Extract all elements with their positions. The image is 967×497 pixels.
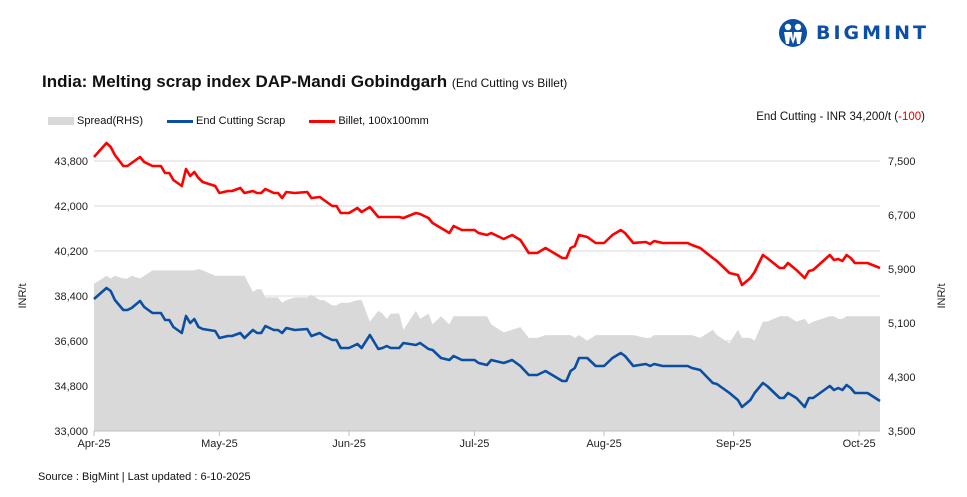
legend: Spread(RHS) End Cutting Scrap Billet, 10… (48, 115, 453, 127)
y-tick-label-right: 7,500 (888, 156, 916, 168)
billet-line (93, 141, 881, 287)
latest-price-note: End Cutting - INR 34,200/t (-100) (756, 111, 925, 123)
y-axis-right-label: INR/t (936, 283, 948, 308)
x-tick-label: Jun-25 (332, 438, 366, 450)
spread-area-layer (94, 269, 880, 431)
latest-price-suffix: ) (921, 111, 925, 123)
latest-price-text: End Cutting - INR 34,200/t ( (756, 111, 899, 123)
legend-item-spread: Spread(RHS) (48, 115, 143, 127)
y-tick-label-left: 33,000 (54, 426, 88, 438)
y-tick-label-right: 6,700 (888, 210, 916, 222)
brand-name: BIGMINT (816, 22, 929, 44)
spread-area (94, 269, 880, 431)
legend-item-scrap: End Cutting Scrap (167, 115, 285, 127)
x-tick-label: Sep-25 (716, 438, 751, 450)
y-tick-label-right: 5,100 (888, 318, 916, 330)
y-axis-left-label: INR/t (17, 283, 29, 308)
legend-swatch-spread (48, 117, 74, 125)
x-tick-label: Jul-25 (459, 438, 489, 450)
x-tick-label: Apr-25 (77, 438, 110, 450)
y-tick-label-left: 34,800 (54, 381, 88, 393)
chart-title-sub: (End Cutting vs Billet) (451, 76, 568, 90)
series-lines-layer (93, 141, 881, 409)
legend-label-scrap: End Cutting Scrap (196, 115, 286, 127)
y-tick-label-left: 38,400 (54, 291, 88, 303)
y-tick-label-left: 42,000 (54, 201, 88, 213)
legend-label-billet: Billet, 100x100mm (338, 115, 429, 127)
x-tick-label: May-25 (201, 438, 238, 450)
legend-swatch-billet (309, 119, 336, 123)
x-tick-label: Oct-25 (843, 438, 876, 450)
axes: 33,000 34,800 36,600 38,400 40,200 42,000 43,8… (54, 156, 915, 450)
source-note: Source : BigMint | Last updated : 6-10-2… (38, 471, 251, 483)
legend-label-spread: Spread(RHS) (77, 115, 144, 127)
end-cutting-scrap-line (93, 286, 881, 409)
chart-title: India: Melting scrap index DAP-Mandi Gob… (42, 72, 567, 92)
y-tick-label-right: 4,300 (888, 372, 916, 384)
y-tick-label-left: 40,200 (54, 246, 88, 258)
y-tick-label-left: 36,600 (54, 336, 88, 348)
legend-swatch-scrap (167, 119, 194, 123)
legend-item-billet: Billet, 100x100mm (309, 115, 429, 127)
chart-title-main: India: Melting scrap index DAP-Mandi Gob… (42, 72, 448, 91)
y-tick-label-right: 3,500 (888, 426, 916, 438)
latest-price-change: -100 (898, 111, 922, 123)
y-tick-label-left: 43,800 (54, 156, 88, 168)
bigmint-logo-icon (779, 19, 807, 47)
bigmint-logo: BIGMINT (778, 18, 929, 48)
y-tick-label-right: 5,900 (888, 264, 916, 276)
x-tick-label: Aug-25 (586, 438, 621, 450)
